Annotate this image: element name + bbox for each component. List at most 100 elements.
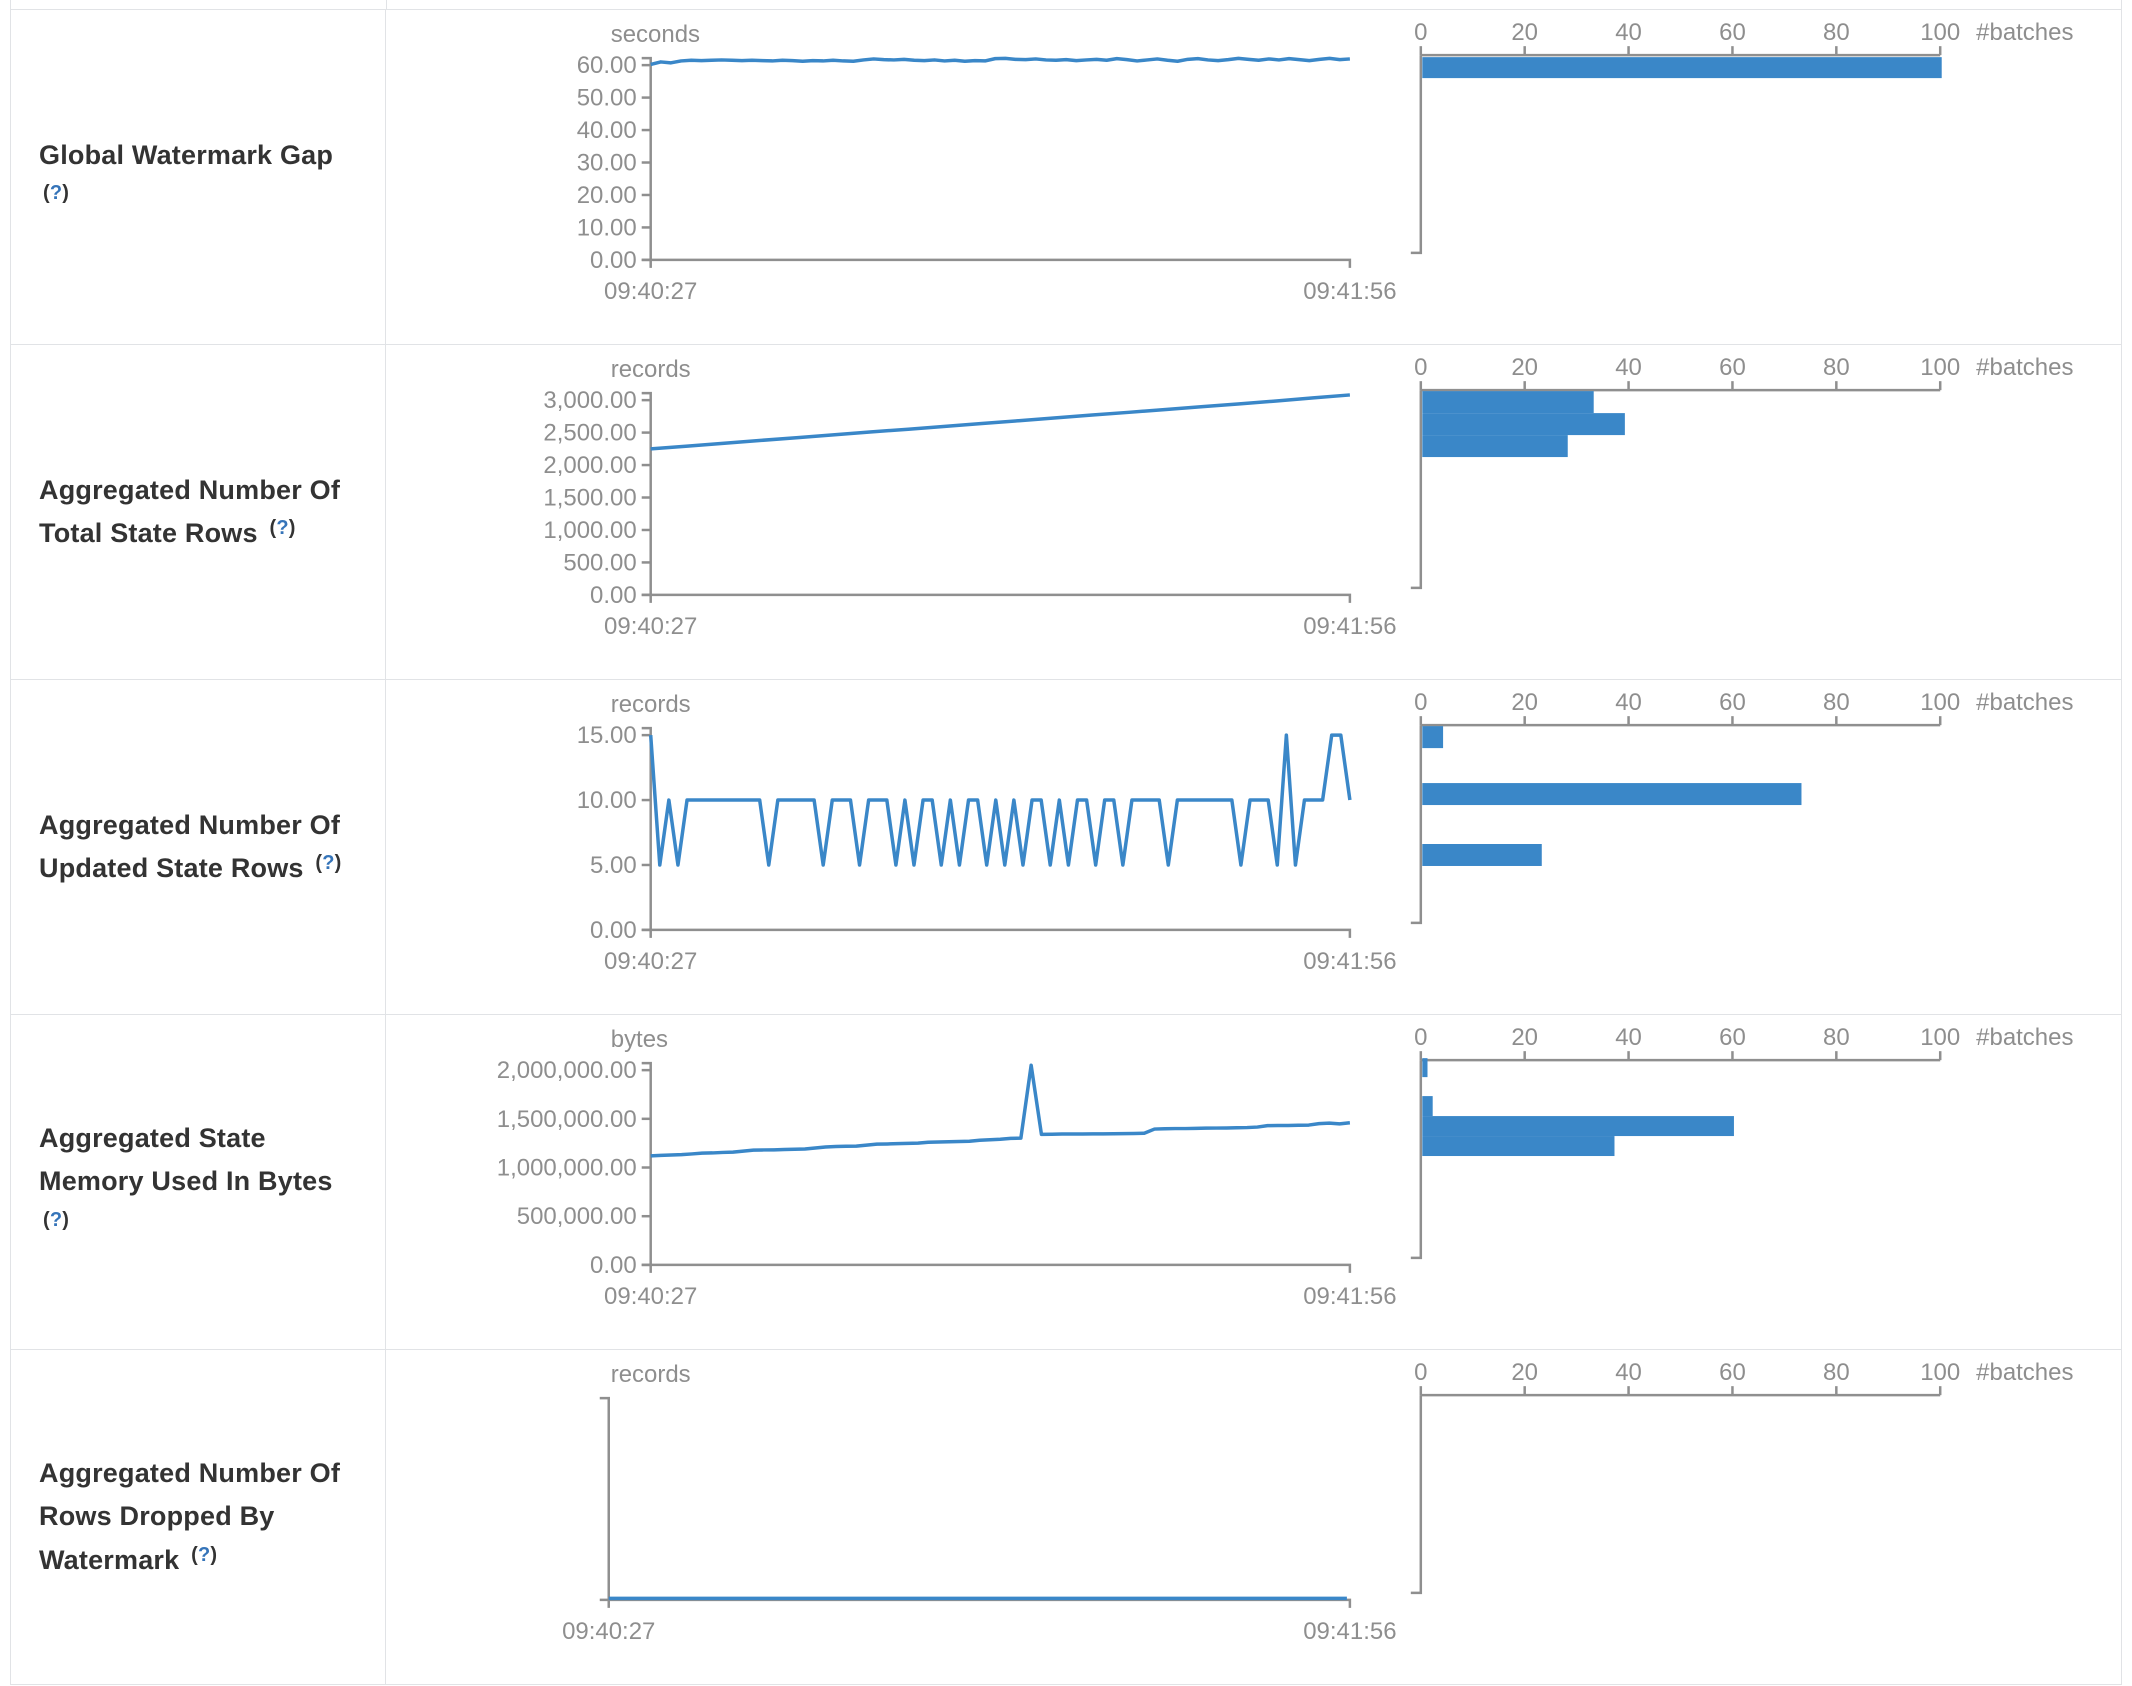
help-question-icon[interactable]: ? <box>49 182 63 204</box>
metric-row-state-memory-used: Aggregated State Memory Used In Bytes (?… <box>11 1015 2121 1350</box>
series-line <box>648 733 1352 867</box>
metric-title: Aggregated Number Of Rows Dropped By Wat… <box>39 1452 367 1582</box>
chart-cell: records 15.00 10.00 5.00 0.00 09:40:27 09:41:5… <box>386 680 2121 1014</box>
y-tick-label: 15.00 <box>577 722 637 749</box>
hist-unit-label: #batches <box>1976 354 2073 381</box>
x-axis <box>607 1598 1352 1608</box>
hist-bar <box>1422 413 1625 436</box>
timeline-and-histogram-state-memory-used: bytes 2,000,000.00 1,500,000.00 1,000,000.0… <box>497 1024 2074 1310</box>
hist-tick-label: 0 <box>1414 354 1427 381</box>
x-axis <box>649 258 1352 268</box>
hist-tick-label: 60 <box>1719 1024 1746 1051</box>
metric-row-updated-state-rows: Aggregated Number Of Updated State Rows … <box>11 680 2121 1015</box>
chart-cell: records 3,000.00 2,500.00 2,000.00 1,500.00 1… <box>386 345 2121 679</box>
y-axis <box>641 726 652 932</box>
chart-cell: bytes 2,000,000.00 1,500,000.00 1,000,000.0… <box>386 1015 2121 1349</box>
help-link[interactable]: (?) <box>43 1208 70 1231</box>
hist-tick-label: 100 <box>1920 689 1960 716</box>
help-link[interactable]: (?) <box>43 182 70 204</box>
y-axis <box>641 56 652 262</box>
y-tick-label: 500.00 <box>563 549 636 576</box>
hist-bar <box>1422 783 1802 806</box>
hist-tick-label: 20 <box>1511 1024 1538 1051</box>
hist-bar <box>1422 435 1568 458</box>
metric-row-rows-dropped-by-watermark: Aggregated Number Of Rows Dropped By Wat… <box>11 1350 2121 1684</box>
hist-tick-label: 80 <box>1823 689 1850 716</box>
help-link[interactable]: (?) <box>269 517 296 539</box>
hist-y-axis <box>1410 390 1423 590</box>
help-question-icon[interactable]: ? <box>49 1208 63 1231</box>
hist-tick-label: 100 <box>1920 1359 1960 1386</box>
unit-label: records <box>611 356 691 383</box>
y-tick-label: 1,500,000.00 <box>497 1106 637 1133</box>
y-tick-label: 3,000.00 <box>543 387 636 414</box>
series-line <box>650 1063 1351 1158</box>
metric-label-cell: Aggregated Number Of Updated State Rows … <box>11 680 386 1014</box>
help-question-icon[interactable]: ? <box>322 852 335 874</box>
y-tick-label: 50.00 <box>577 85 637 112</box>
x-axis <box>649 593 1352 603</box>
hist-tick-label: 60 <box>1719 19 1746 46</box>
hist-tick-label: 40 <box>1615 1359 1642 1386</box>
x-axis <box>649 928 1352 938</box>
metric-label-cell: Global Watermark Gap (?) <box>11 10 386 344</box>
hist-tick-label: 40 <box>1615 354 1642 381</box>
metric-row-total-state-rows: Aggregated Number Of Total State Rows (?… <box>11 345 2121 680</box>
metric-title: Global Watermark Gap (?) <box>39 134 367 220</box>
hist-tick-label: 40 <box>1615 19 1642 46</box>
time-label-start: 09:40:27 <box>604 613 697 640</box>
metric-title-text: Aggregated Number Of Total State Rows <box>39 474 341 548</box>
help-link[interactable]: (?) <box>315 852 342 874</box>
time-label-start: 09:40:27 <box>604 948 697 975</box>
hist-bar <box>1422 391 1594 414</box>
metric-label-cell: Aggregated State Memory Used In Bytes (?… <box>11 1015 386 1349</box>
y-tick-label: 2,500.00 <box>543 420 636 447</box>
time-label-end: 09:41:56 <box>1303 613 1396 640</box>
metric-title-text: Aggregated Number Of Rows Dropped By Wat… <box>39 1458 341 1575</box>
y-axis <box>599 1396 610 1602</box>
previous-row-sliver <box>10 0 2122 9</box>
help-question-icon[interactable]: ? <box>276 517 289 539</box>
metric-title-text: Aggregated State Memory Used In Bytes <box>39 1123 333 1197</box>
hist-bar <box>1422 57 1942 79</box>
hist-tick-label: 0 <box>1414 19 1427 46</box>
hist-tick-label: 20 <box>1511 1359 1538 1386</box>
metric-title-text: Global Watermark Gap <box>39 139 334 170</box>
hist-tick-label: 0 <box>1414 689 1427 716</box>
hist-bar <box>1422 1136 1615 1157</box>
metric-label-cell: Aggregated Number Of Rows Dropped By Wat… <box>11 1350 386 1684</box>
hist-tick-label: 20 <box>1511 19 1538 46</box>
hist-bar <box>1422 844 1542 866</box>
y-tick-label: 0.00 <box>590 1252 637 1279</box>
hist-tick-label: 20 <box>1511 354 1538 381</box>
hist-bar <box>1422 1116 1734 1137</box>
y-tick-label: 1,000,000.00 <box>497 1155 637 1182</box>
hist-tick-label: 0 <box>1414 1359 1427 1386</box>
chart-cell: seconds 60.00 50.00 40.00 30.00 20.00 10.00 0.0… <box>386 10 2121 344</box>
streaming-statistics-page: Global Watermark Gap (?) seconds 60.00 50.… <box>10 0 2122 1685</box>
help-question-icon[interactable]: ? <box>197 1543 211 1566</box>
hist-tick-label: 80 <box>1823 1359 1850 1386</box>
help-link[interactable]: (?) <box>191 1543 218 1566</box>
time-label-start: 09:40:27 <box>604 278 697 305</box>
unit-label: bytes <box>611 1026 668 1053</box>
time-label-end: 09:41:56 <box>1303 278 1396 305</box>
hist-y-axis <box>1410 1395 1423 1595</box>
hist-tick-label: 100 <box>1920 1024 1960 1051</box>
x-axis <box>649 1263 1352 1273</box>
y-tick-label: 20.00 <box>577 182 637 209</box>
series-line <box>650 56 1351 67</box>
hist-tick-label: 60 <box>1719 1359 1746 1386</box>
hist-unit-label: #batches <box>1976 1359 2073 1386</box>
hist-tick-label: 80 <box>1823 19 1850 46</box>
hist-y-axis <box>1410 55 1423 255</box>
y-axis <box>641 391 652 597</box>
hist-tick-label: 60 <box>1719 354 1746 381</box>
time-label-end: 09:41:56 <box>1303 948 1396 975</box>
timeline-and-histogram-global-watermark-gap: seconds 60.00 50.00 40.00 30.00 20.00 10.00 0.0… <box>577 19 2074 305</box>
hist-tick-label: 100 <box>1920 354 1960 381</box>
hist-unit-label: #batches <box>1976 689 2073 716</box>
y-tick-label: 10.00 <box>577 787 637 814</box>
metric-title: Aggregated State Memory Used In Bytes (?… <box>39 1117 367 1247</box>
metric-title-text: Aggregated Number Of Updated State Rows <box>39 809 341 883</box>
